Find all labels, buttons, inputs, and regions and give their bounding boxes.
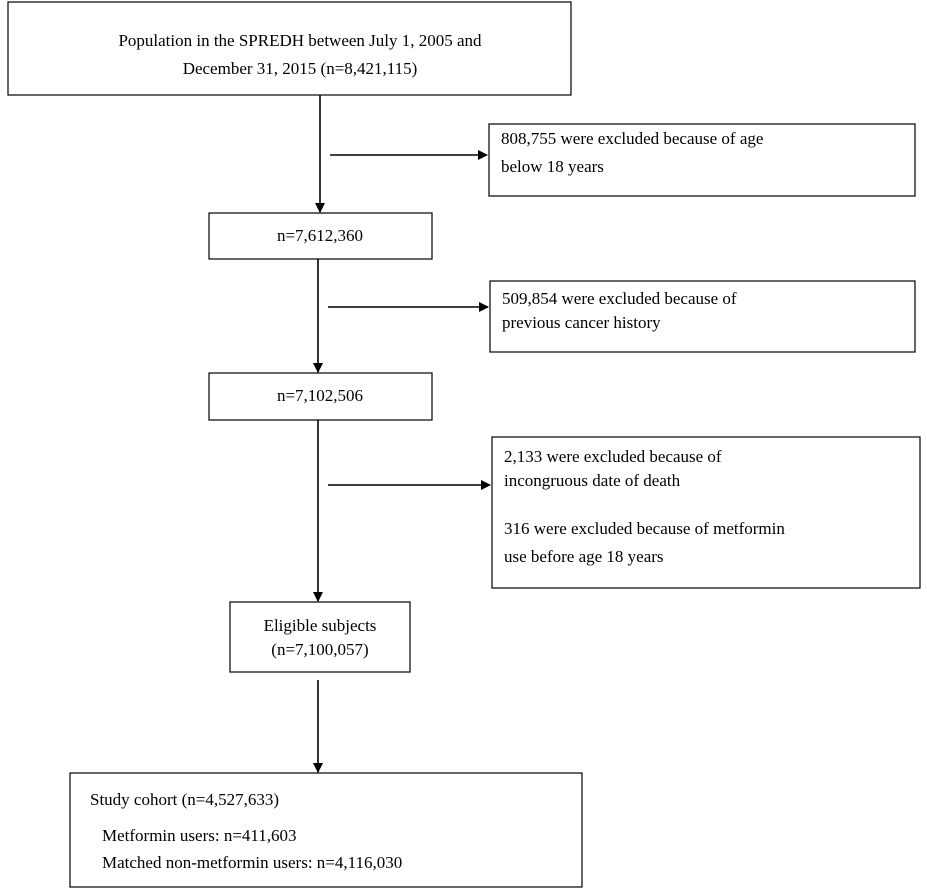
exclusion-box <box>488 123 916 197</box>
node-text: Metformin users: n=411,603 <box>102 826 297 845</box>
exclusion-text: below 18 years <box>501 157 604 176</box>
exclusion-text: incongruous date of death <box>504 471 681 490</box>
exclusion-box <box>491 436 921 589</box>
node-box <box>229 601 411 673</box>
exclusion-text: use before age 18 years <box>504 547 664 566</box>
node-text: n=7,102,506 <box>277 386 363 405</box>
exclusion-text: 316 were excluded because of metformin <box>504 519 785 538</box>
node-text: n=7,612,360 <box>277 226 363 245</box>
node-text: December 31, 2015 (n=8,421,115) <box>183 59 418 78</box>
exclusion-text: 2,133 were excluded because of <box>504 447 722 466</box>
node-text: Population in the SPREDH between July 1,… <box>118 31 482 50</box>
node-box <box>208 212 433 260</box>
exclusion-text: 509,854 were excluded because of <box>502 289 737 308</box>
node-text: (n=7,100,057) <box>271 640 368 659</box>
node-text: Eligible subjects <box>264 616 377 635</box>
exclusion-text: 808,755 were excluded because of age <box>501 129 763 148</box>
node-box <box>208 372 433 421</box>
exclusion-box <box>489 280 916 353</box>
node-text: Study cohort (n=4,527,633) <box>90 790 279 809</box>
node-text: Matched non-metformin users: n=4,116,030 <box>102 853 402 872</box>
exclusion-text: previous cancer history <box>502 313 661 332</box>
node-box <box>69 772 583 888</box>
node-box <box>7 1 572 96</box>
